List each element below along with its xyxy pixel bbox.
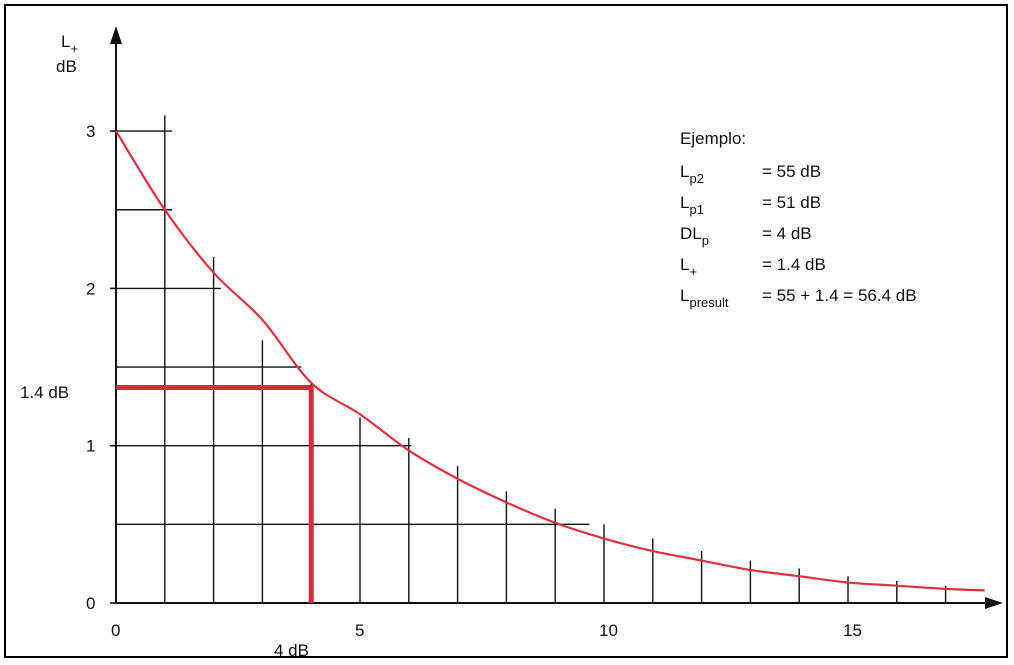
curve-series: [115, 130, 985, 592]
x-tick-label: 5: [355, 621, 364, 640]
y-tick-label: 1: [86, 437, 95, 456]
example-box: Ejemplo: Lp2 = 55 dB Lp1 = 51 dB DLp = 4 dB L+…: [680, 129, 917, 310]
x-tick-label: 0: [111, 621, 120, 640]
example-row-label: Lp2: [680, 162, 704, 186]
marker-layer: [116, 384, 314, 603]
example-row-value: = 55 + 1.4 = 56.4 dB: [762, 286, 917, 305]
x-tick-label: 10: [599, 621, 618, 640]
x-axis-arrow: [985, 597, 1003, 609]
marker-y-label: 1.4 dB: [20, 383, 69, 402]
y-tick-labels: 0 1 2 3: [86, 122, 95, 613]
grid: [116, 115, 947, 603]
curve-layer: [115, 130, 985, 592]
y-axis-label: L+: [61, 32, 78, 56]
example-row-value: = 51 dB: [762, 193, 821, 212]
example-row-label: Lp1: [680, 193, 704, 217]
marker-x-label: 4 dB: [274, 641, 309, 660]
example-row-label: Lpresult: [680, 286, 729, 310]
y-axis-arrow: [110, 26, 122, 44]
y-tick-label: 2: [86, 279, 95, 298]
axes: [110, 26, 1003, 609]
x-tick-label: 15: [843, 621, 862, 640]
y-axis-unit: dB: [56, 57, 77, 76]
example-row-value: = 4 dB: [762, 224, 812, 243]
y-tick-label: 0: [86, 594, 95, 613]
x-tick-labels: 0 5 10 15: [111, 621, 862, 640]
y-tick-label: 3: [86, 122, 95, 141]
example-heading: Ejemplo:: [680, 129, 746, 148]
example-row-label: DLp: [680, 224, 709, 248]
example-row-label: L+: [680, 255, 697, 279]
example-row-value: = 55 dB: [762, 162, 821, 181]
example-row-value: = 1.4 dB: [762, 255, 826, 274]
